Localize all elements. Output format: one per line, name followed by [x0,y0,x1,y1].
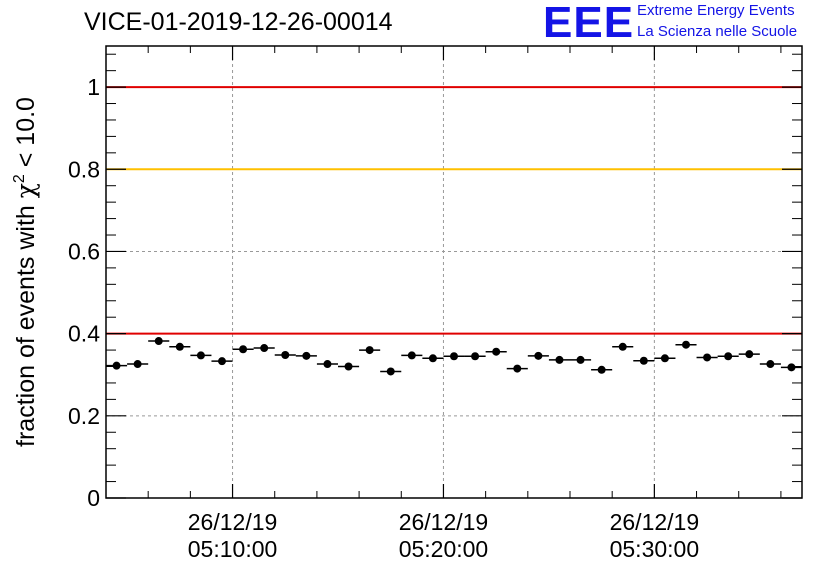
data-points [106,337,802,376]
y-tick-label: 0.8 [68,156,100,182]
point-marker [323,360,332,369]
y-axis-label-prefix: fraction of events with [12,198,40,447]
data-point [295,351,317,360]
point-marker [386,367,395,376]
data-point [570,355,592,364]
point-marker [703,353,712,362]
threshold-lines [106,86,802,335]
point-marker [428,354,437,363]
x-tick-time: 05:10:00 [188,536,278,562]
data-point [780,363,802,372]
point-marker [365,346,374,355]
y-tick-label: 1 [87,74,100,100]
point-marker [239,345,248,354]
chart-title: VICE-01-2019-12-26-00014 [84,8,393,36]
data-point [738,350,760,359]
logo-subtitle-1: Extreme Energy Events [637,2,795,19]
y-tick-label: 0.6 [68,238,100,264]
y-axis-label-suffix: < 10.0 [12,97,40,174]
point-marker [154,337,163,346]
point-marker [639,356,648,365]
data-point [696,353,718,362]
data-point [127,360,149,369]
x-tick-time: 05:20:00 [399,536,489,562]
point-marker [133,360,142,369]
data-point [506,364,528,373]
y-tick-label: 0 [87,485,100,511]
data-point [253,344,275,353]
point-marker [513,364,522,373]
point-marker [724,352,733,361]
data-point [274,351,296,360]
data-point [548,355,570,364]
logo-subtitle-2: La Scienza nelle Scuole [637,23,798,40]
point-marker [175,342,184,351]
axis-ticks [106,46,802,499]
point-marker [618,342,627,351]
y-tick-label: 0.4 [68,321,100,347]
point-marker [260,344,269,353]
data-point [443,352,465,361]
x-tick-date: 26/12/19 [610,509,700,535]
data-point [612,342,634,351]
data-point [485,347,507,356]
point-marker [534,351,543,360]
data-point [759,360,781,369]
plot-frame [105,45,803,499]
x-tick-date: 26/12/19 [188,509,278,535]
data-point [211,357,233,366]
point-marker [112,361,121,370]
point-marker [196,351,205,360]
eee-logo: EEE [543,0,635,47]
data-point [401,351,423,360]
x-tick-time: 05:30:00 [610,536,700,562]
point-marker [492,347,501,356]
point-marker [344,362,353,371]
data-point [422,354,444,363]
point-marker [281,351,290,360]
point-marker [787,363,796,372]
data-point [232,345,254,354]
data-point [338,362,360,371]
point-marker [555,355,564,364]
point-marker [450,352,458,361]
point-marker [218,357,226,366]
data-point [106,361,128,370]
point-marker [407,351,416,360]
data-point [169,342,191,351]
point-marker [597,365,606,374]
point-marker [682,340,690,349]
x-tick-date: 26/12/19 [399,509,489,535]
point-marker [745,350,754,359]
data-point [148,337,170,346]
data-point [654,354,676,363]
y-axis-label-symbol: χ [11,183,40,198]
data-point [527,351,549,360]
point-marker [302,351,311,360]
point-marker [471,352,480,361]
point-marker [766,360,775,369]
data-point [316,360,338,369]
y-tick-label: 0.2 [68,403,100,429]
data-point [380,367,402,376]
data-point [633,356,655,365]
y-axis-label: fraction of events with χ2 < 10.0 [11,97,40,447]
grid-lines [106,46,802,498]
point-marker [660,354,669,363]
y-axis-label-exponent: 2 [11,174,28,183]
point-marker [576,355,585,364]
data-point [190,351,212,360]
data-point [464,352,486,361]
axis-labels: 00.20.40.60.8126/12/1905:10:0026/12/1905… [68,74,699,562]
data-point [675,340,697,349]
data-point [591,365,613,374]
data-point [717,352,739,361]
data-point [359,346,381,355]
